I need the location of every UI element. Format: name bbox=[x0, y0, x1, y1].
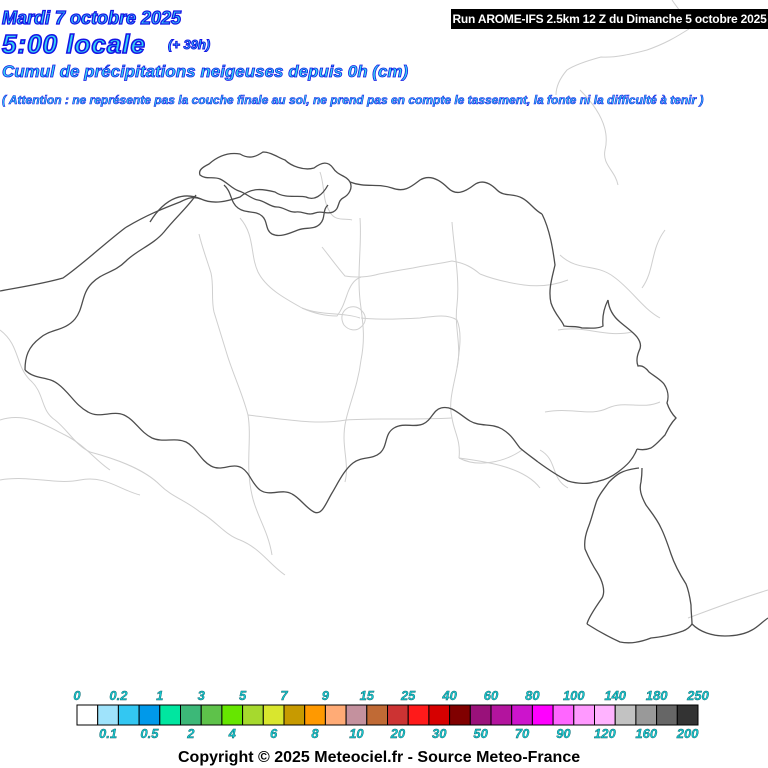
svg-text:3: 3 bbox=[198, 688, 206, 703]
svg-text:2: 2 bbox=[186, 726, 195, 741]
svg-text:7: 7 bbox=[280, 688, 288, 703]
svg-text:90: 90 bbox=[556, 726, 571, 741]
svg-text:25: 25 bbox=[400, 688, 416, 703]
svg-text:30: 30 bbox=[432, 726, 447, 741]
svg-text:6: 6 bbox=[270, 726, 278, 741]
svg-text:0.2: 0.2 bbox=[109, 688, 128, 703]
svg-text:80: 80 bbox=[525, 688, 540, 703]
svg-text:200: 200 bbox=[676, 726, 699, 741]
svg-text:5: 5 bbox=[239, 688, 247, 703]
svg-text:250: 250 bbox=[686, 688, 709, 703]
svg-text:50: 50 bbox=[473, 726, 488, 741]
svg-text:8: 8 bbox=[311, 726, 319, 741]
svg-text:120: 120 bbox=[594, 726, 616, 741]
svg-text:1: 1 bbox=[156, 688, 163, 703]
svg-text:20: 20 bbox=[390, 726, 406, 741]
svg-text:0.5: 0.5 bbox=[140, 726, 159, 741]
svg-text:15: 15 bbox=[360, 688, 375, 703]
svg-text:60: 60 bbox=[484, 688, 499, 703]
svg-text:140: 140 bbox=[604, 688, 626, 703]
svg-text:160: 160 bbox=[635, 726, 657, 741]
svg-text:100: 100 bbox=[563, 688, 585, 703]
svg-text:70: 70 bbox=[515, 726, 530, 741]
svg-text:10: 10 bbox=[349, 726, 364, 741]
svg-text:4: 4 bbox=[228, 726, 237, 741]
svg-text:180: 180 bbox=[646, 688, 668, 703]
svg-text:9: 9 bbox=[322, 688, 330, 703]
svg-text:0.1: 0.1 bbox=[99, 726, 117, 741]
svg-text:0: 0 bbox=[73, 688, 81, 703]
svg-text:40: 40 bbox=[441, 688, 457, 703]
